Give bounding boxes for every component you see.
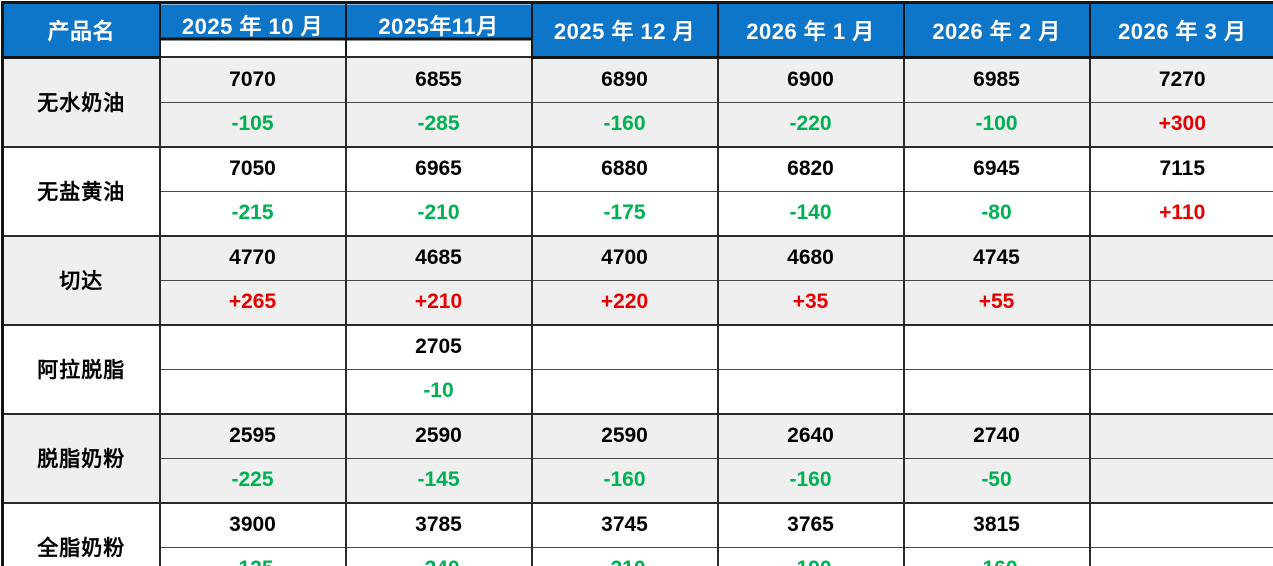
change-cell: -225 (158, 457, 346, 503)
change-cell (158, 368, 346, 414)
price-cell: 3815 (902, 501, 1090, 547)
change-cell: +265 (158, 279, 346, 325)
product-row-price: 无盐黄油 7050 6965 6880 6820 6945 7115 (1, 145, 1273, 236)
change-cell: -285 (344, 101, 532, 147)
price-cell (530, 323, 718, 369)
header-cell-2026-02: 2026 年 2 月 (902, 2, 1090, 59)
change-cell: -80 (902, 190, 1090, 236)
price-cell: 2640 (716, 412, 904, 458)
price-cell: 6985 (902, 56, 1090, 102)
price-cell: 4680 (716, 234, 904, 280)
change-cell: -175 (530, 190, 718, 236)
change-cell: +300 (1088, 101, 1273, 147)
change-cell: -10 (344, 368, 532, 414)
header-cell-2026-03: 2026 年 3 月 (1088, 2, 1273, 59)
change-cell: -160 (716, 457, 904, 503)
product-row-change: -105 -285 -160 -220 -100 +300 (2, 101, 1273, 147)
price-cell: 6855 (344, 56, 532, 102)
price-cell: 4700 (530, 234, 718, 280)
price-cell: 2590 (344, 412, 532, 458)
price-cell: 2740 (902, 412, 1090, 458)
price-cell: 6945 (902, 145, 1090, 191)
change-cell: -125 (158, 546, 346, 566)
price-cell: 2705 (344, 323, 532, 369)
product-row-price: 全脂奶粉 3900 3785 3745 3765 3815 (1, 501, 1273, 566)
price-cell (716, 323, 904, 369)
product-name-cell: 无盐黄油 (1, 145, 160, 236)
change-cell: -160 (530, 101, 718, 147)
price-cell: 3765 (716, 501, 904, 547)
price-cell: 3900 (158, 501, 346, 547)
change-cell: -50 (902, 457, 1090, 503)
price-cell: 3785 (344, 501, 532, 547)
product-row-price: 阿拉脱脂 2705 (1, 323, 1273, 414)
header-cell-2026-01: 2026 年 1 月 (716, 2, 904, 59)
price-cell: 4685 (344, 234, 532, 280)
price-cell: 6880 (530, 145, 718, 191)
price-cell (1088, 501, 1273, 547)
price-cell: 3745 (530, 501, 718, 547)
price-cell (1088, 234, 1273, 280)
product-row-change: +265 +210 +220 +35 +55 (2, 279, 1273, 325)
price-cell (1088, 323, 1273, 369)
price-cell: 6890 (530, 56, 718, 102)
price-cell: 7270 (1088, 56, 1273, 102)
change-cell: -215 (158, 190, 346, 236)
product-row-change: -225 -145 -160 -160 -50 (2, 457, 1273, 503)
change-cell: -145 (344, 457, 532, 503)
product-row-change: -215 -210 -175 -140 -80 +110 (2, 190, 1273, 236)
change-cell: +55 (902, 279, 1090, 325)
price-cell: 6900 (716, 56, 904, 102)
product-name-cell: 阿拉脱脂 (1, 323, 160, 414)
product-name-cell: 无水奶油 (1, 56, 160, 147)
change-cell (530, 368, 718, 414)
change-cell (902, 368, 1090, 414)
change-cell (1088, 368, 1273, 414)
change-cell: +35 (716, 279, 904, 325)
change-cell: -190 (716, 546, 904, 566)
header-cell-2025-12: 2025 年 12 月 (530, 2, 718, 59)
change-cell: -140 (716, 190, 904, 236)
price-cell: 4745 (902, 234, 1090, 280)
change-cell: +220 (530, 279, 718, 325)
price-cell (902, 323, 1090, 369)
product-name-cell: 切达 (1, 234, 160, 325)
product-row-price: 脱脂奶粉 2595 2590 2590 2640 2740 (1, 412, 1273, 503)
product-name-cell: 全脂奶粉 (1, 501, 160, 566)
price-cell: 6820 (716, 145, 904, 191)
price-cell (158, 323, 346, 369)
change-cell: +210 (344, 279, 532, 325)
change-cell (1088, 546, 1273, 566)
price-cell: 7115 (1088, 145, 1273, 191)
price-cell (1088, 412, 1273, 458)
change-cell: -240 (344, 546, 532, 566)
product-row-change: -125 -240 -210 -190 -160 (2, 546, 1273, 566)
change-cell: -160 (902, 546, 1090, 566)
header-cell-2025-10: 2025 年 10 月 (158, 2, 346, 58)
change-cell (1088, 279, 1273, 325)
change-cell (716, 368, 904, 414)
price-cell: 7050 (158, 145, 346, 191)
price-cell: 4770 (158, 234, 346, 280)
change-cell: -220 (716, 101, 904, 147)
change-cell: -105 (158, 101, 346, 147)
product-row-price: 无水奶油 7070 6855 6890 6900 6985 7270 (1, 56, 1273, 147)
change-cell: -210 (344, 190, 532, 236)
change-cell: +110 (1088, 190, 1273, 236)
product-name-cell: 脱脂奶粉 (1, 412, 160, 503)
header-row: 产品名 2025 年 10 月 2025年11月 2025 年 12 月 202… (1, 2, 1273, 59)
change-cell: -210 (530, 546, 718, 566)
header-cell-2025-11: 2025年11月 (344, 2, 532, 58)
price-cell: 2590 (530, 412, 718, 458)
header-cell-product: 产品名 (1, 2, 160, 59)
price-cell: 7070 (158, 56, 346, 102)
price-cell: 2595 (158, 412, 346, 458)
change-cell: -160 (530, 457, 718, 503)
product-row-price: 切达 4770 4685 4700 4680 4745 (1, 234, 1273, 325)
change-cell (1088, 457, 1273, 503)
change-cell: -100 (902, 101, 1090, 147)
price-cell: 6965 (344, 145, 532, 191)
product-row-change: -10 (2, 368, 1273, 414)
